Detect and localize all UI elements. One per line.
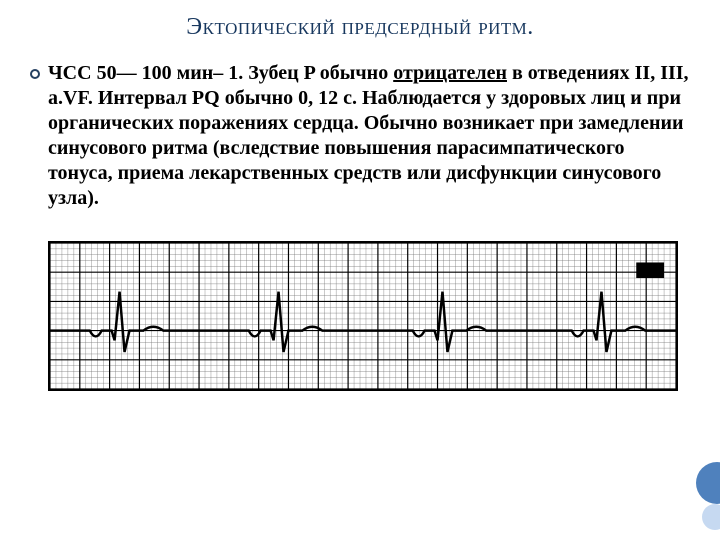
- bullet-icon: [30, 69, 40, 79]
- body-part2: в отведениях II, III, а.VF. Интервал PQ …: [48, 62, 689, 209]
- body-text: ЧСС 50— 100 мин– 1. Зубец P обычно отриц…: [48, 61, 690, 211]
- body-part1: ЧСС 50— 100 мин– 1. Зубец P обычно: [48, 62, 393, 84]
- slide-title: Эктопический предсердный ритм.: [30, 14, 690, 41]
- decor-circle-large: [696, 462, 720, 504]
- decor-circle-small: [702, 504, 720, 530]
- corner-decoration: [666, 460, 720, 530]
- body-underlined: отрицателен: [393, 62, 507, 84]
- content-row: ЧСС 50— 100 мин– 1. Зубец P обычно отриц…: [30, 61, 690, 211]
- slide: Эктопический предсердный ритм. ЧСС 50— 1…: [0, 0, 720, 540]
- ecg-strip: [48, 241, 678, 391]
